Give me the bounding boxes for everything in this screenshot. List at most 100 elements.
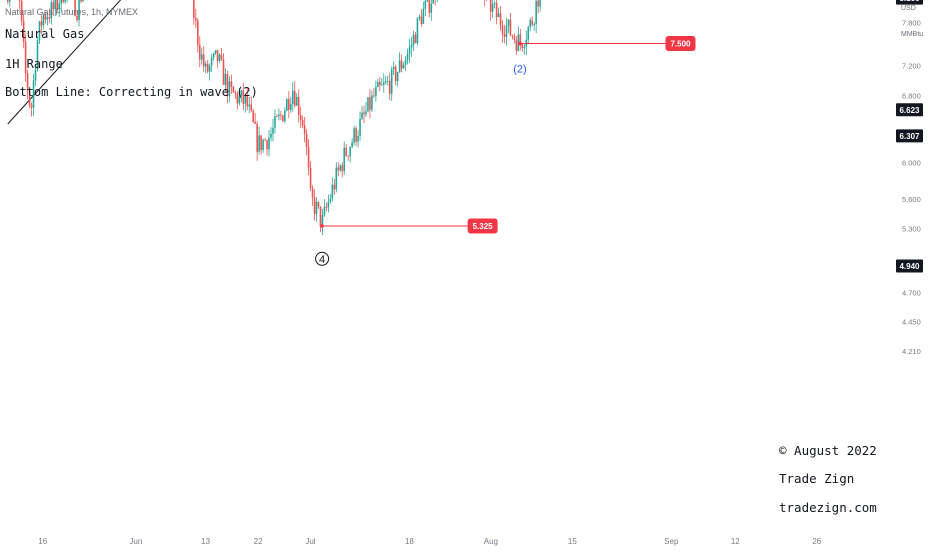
candle [430,0,432,21]
candle [385,76,387,85]
candle [436,0,438,2]
candle [411,37,413,57]
svg-text:6.307: 6.307 [899,132,920,141]
candle [308,139,310,175]
y-tick-label: 6.800 [902,92,921,101]
x-tick-label: 12 [731,537,740,546]
y-tick-label: 5.600 [902,195,921,204]
candle [62,0,64,3]
candle [365,102,367,117]
y-tick-label: 7.800 [902,19,921,28]
candle [381,78,383,86]
candle [506,18,508,46]
candle [274,109,276,133]
candle [434,0,436,5]
candle [320,206,322,232]
candle [494,1,496,8]
candle [197,18,199,53]
candle [407,48,409,64]
candle [304,117,306,142]
y-tick-label: 4.700 [902,289,921,298]
candle [300,107,302,128]
candle [282,115,284,122]
candle [268,130,270,156]
wave-label: (2) [513,64,526,76]
candle [306,129,308,155]
candle [423,2,425,24]
candle [298,90,300,123]
candle [330,194,332,204]
candle [375,81,377,102]
candle [533,22,535,31]
candle [405,56,407,71]
candle [260,135,262,154]
candle [312,185,314,206]
candle [361,106,363,120]
candle [371,90,373,112]
candle [211,54,213,72]
candle [31,102,33,116]
candle [522,43,524,52]
candle [353,126,355,146]
candle [383,73,385,93]
x-tick-label: Jul [305,537,315,546]
candle [262,138,264,153]
candle [512,35,514,40]
x-tick-label: 22 [254,537,263,546]
candle [369,89,371,118]
price-badge: 6.307 [896,129,923,142]
copyright-text: © August 2022 [779,443,877,458]
candle [290,97,292,113]
candle [324,199,326,217]
candle [490,0,492,21]
x-tick-label: 16 [38,537,47,546]
candle [537,0,539,13]
candle [403,62,405,69]
candle [215,50,217,55]
candle [278,108,280,120]
candle [397,72,399,87]
candle [341,162,343,177]
candle [9,0,11,7]
candlestick-series [7,0,624,235]
candle [484,0,486,6]
candle [322,209,324,235]
level-label: 5.325 [473,222,494,231]
x-tick-label: Sep [664,537,679,546]
candle [419,14,421,20]
candle [518,27,520,52]
brand-website: tradezign.com [779,500,877,515]
candle [357,130,359,147]
candle [387,75,389,85]
price-badge: 8.166 [896,0,923,5]
candle [80,0,82,3]
candle [223,53,225,85]
candle [508,19,510,33]
candle [510,13,512,36]
candle [328,194,330,212]
candle [498,8,500,18]
candle [66,0,68,2]
candle [292,82,294,112]
x-tick-label: 26 [812,537,821,546]
candle [486,0,488,1]
candle [334,179,336,195]
candle [359,111,361,140]
svg-text:8.166: 8.166 [899,0,920,3]
wave-label: 4 [316,252,329,266]
candle [389,73,391,100]
level-line: 7.500 [518,36,695,51]
candle [217,50,219,68]
candle [529,18,531,32]
candle [219,53,221,63]
candle [201,48,203,65]
candle [314,190,316,221]
candle [280,111,282,120]
candle [379,77,381,91]
x-tick-label: Aug [484,537,498,546]
candle [429,0,431,17]
candle [367,97,369,112]
candle [535,0,537,33]
